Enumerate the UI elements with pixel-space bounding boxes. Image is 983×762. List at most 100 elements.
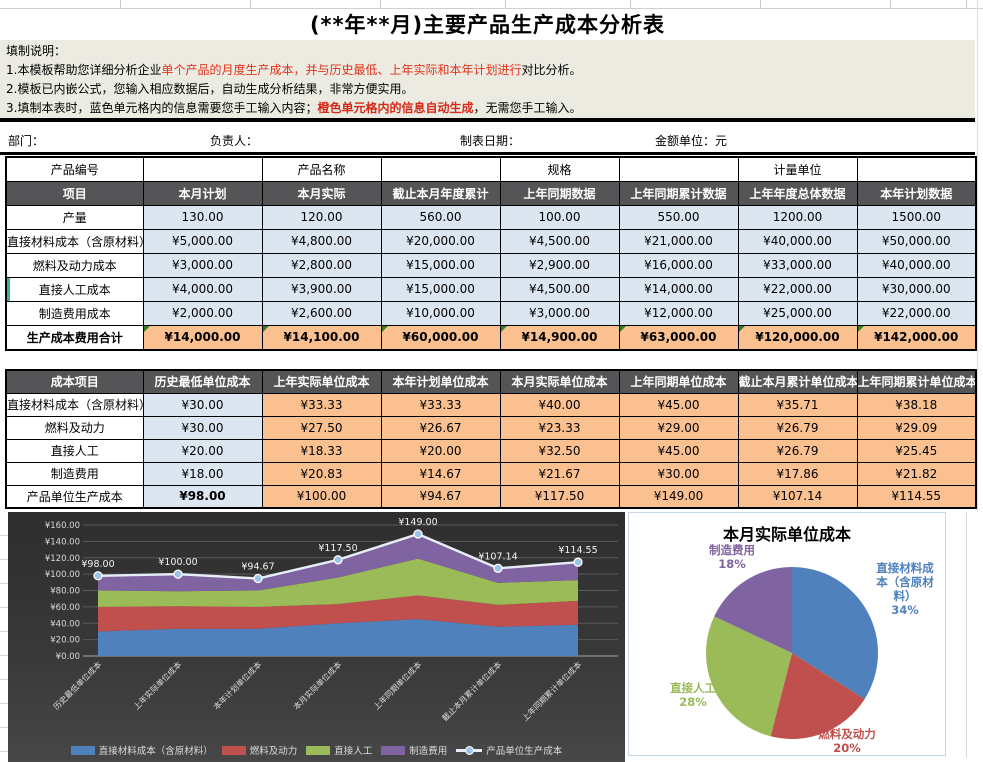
value-cell[interactable]: ¥22,000.00 [856, 300, 977, 326]
value-cell[interactable]: ¥4,500.00 [499, 276, 620, 302]
value-cell[interactable]: ¥22,000.00 [737, 276, 858, 302]
manager-label[interactable]: 负责人： [210, 134, 259, 148]
value-cell[interactable]: ¥20.00 [380, 438, 501, 463]
value-cell[interactable]: 1200.00 [737, 204, 858, 230]
value-cell[interactable]: ¥14,000.00 [142, 324, 263, 351]
value-cell[interactable]: ¥30.00 [142, 392, 263, 417]
value-cell[interactable]: ¥25,000.00 [737, 300, 858, 326]
value-cell[interactable]: ¥45.00 [618, 438, 739, 463]
value-cell[interactable]: ¥17.86 [737, 461, 858, 486]
value-cell[interactable]: ¥32.50 [499, 438, 620, 463]
data-label: ¥94.67 [241, 561, 274, 572]
value-cell[interactable]: ¥142,000.00 [856, 324, 977, 351]
value-cell[interactable]: ¥98.00 [142, 484, 263, 509]
pie-slice-label: 直接材料成 本（含原材 料） 34% [876, 561, 934, 617]
unit-cost-area-chart[interactable]: ¥160.00 ¥140.00 ¥120.00 ¥100.00 ¥80.00 ¥60.00… [8, 512, 625, 762]
value-cell[interactable]: 120.00 [261, 204, 382, 230]
value-cell[interactable]: ¥14,900.00 [499, 324, 620, 351]
value-cell[interactable]: ¥114.55 [856, 484, 977, 509]
value-cell[interactable]: ¥18.33 [261, 438, 382, 463]
column-header: 成本项目 [5, 369, 144, 394]
row-label: 制造费用成本 [5, 300, 144, 326]
value-cell[interactable]: ¥23.33 [499, 415, 620, 440]
value-cell[interactable]: ¥2,600.00 [261, 300, 382, 326]
legend-label: 燃料及动力 [249, 746, 298, 757]
area-chart-legend: 直接材料成本（含原材料） 燃料及动力 直接人工 制造费用 产品单位生产成本 [8, 743, 625, 757]
value-cell[interactable]: ¥3,000.00 [142, 252, 263, 278]
value-cell[interactable]: ¥14,100.00 [261, 324, 382, 351]
value-cell[interactable]: ¥5,000.00 [142, 228, 263, 254]
y-axis-tick-label: ¥0.00 [56, 652, 80, 662]
field-input-cell[interactable] [142, 156, 263, 182]
value-cell[interactable]: ¥21,000.00 [618, 228, 739, 254]
value-cell[interactable]: ¥14.67 [380, 461, 501, 486]
value-cell[interactable]: ¥15,000.00 [380, 252, 501, 278]
area-chart-canvas: ¥160.00 ¥140.00 ¥120.00 ¥100.00 ¥80.00 ¥60.00… [45, 517, 618, 723]
value-cell[interactable]: ¥4,000.00 [142, 276, 263, 302]
value-cell[interactable]: ¥40,000.00 [737, 228, 858, 254]
value-cell[interactable]: ¥2,900.00 [499, 252, 620, 278]
value-cell[interactable]: ¥21.67 [499, 461, 620, 486]
value-cell[interactable]: ¥10,000.00 [380, 300, 501, 326]
value-cell[interactable]: ¥33.33 [380, 392, 501, 417]
value-cell[interactable]: ¥30.00 [142, 415, 263, 440]
department-label[interactable]: 部门： [8, 134, 45, 148]
value-cell[interactable]: ¥40,000.00 [856, 252, 977, 278]
value-cell[interactable]: ¥3,000.00 [499, 300, 620, 326]
unit-cost-pie-chart[interactable]: 本月实际单位成本 直接材料成 本（含原材 料） 34% 燃料及动力 20% 直接人工 28% 制… [628, 512, 946, 756]
value-cell[interactable]: ¥107.14 [737, 484, 858, 509]
value-cell[interactable]: ¥2,800.00 [261, 252, 382, 278]
value-cell[interactable]: ¥63,000.00 [618, 324, 739, 351]
value-cell[interactable]: ¥20.00 [142, 438, 263, 463]
value-cell[interactable]: ¥33.33 [261, 392, 382, 417]
pie-chart-title: 本月实际单位成本 [722, 525, 851, 544]
value-cell[interactable]: ¥21.82 [856, 461, 977, 486]
y-axis-tick-label: ¥120.00 [45, 554, 80, 564]
date-label[interactable]: 制表日期： [460, 134, 521, 148]
value-cell[interactable]: 550.00 [618, 204, 739, 230]
value-cell[interactable]: ¥30.00 [618, 461, 739, 486]
value-cell[interactable]: ¥94.67 [380, 484, 501, 509]
value-cell[interactable]: ¥26.79 [737, 415, 858, 440]
table-row: 产品单位生产成本 ¥98.00 ¥100.00 ¥94.67 ¥117.50 ¥149.0… [5, 484, 977, 509]
value-cell[interactable]: ¥4,800.00 [261, 228, 382, 254]
value-cell[interactable]: ¥26.67 [380, 415, 501, 440]
value-cell[interactable]: ¥50,000.00 [856, 228, 977, 254]
value-cell[interactable]: ¥15,000.00 [380, 276, 501, 302]
value-cell[interactable]: ¥4,500.00 [499, 228, 620, 254]
field-input-cell[interactable] [856, 156, 977, 182]
field-input-cell[interactable] [380, 156, 501, 182]
value-cell[interactable]: ¥35.71 [737, 392, 858, 417]
value-cell[interactable]: ¥27.50 [261, 415, 382, 440]
value-cell[interactable]: ¥12,000.00 [618, 300, 739, 326]
value-cell[interactable]: 1500.00 [856, 204, 977, 230]
data-point-marker [253, 573, 263, 584]
value-cell[interactable]: ¥16,000.00 [618, 252, 739, 278]
value-cell[interactable]: ¥30,000.00 [856, 276, 977, 302]
value-cell[interactable]: ¥29.00 [618, 415, 739, 440]
value-cell[interactable]: ¥149.00 [618, 484, 739, 509]
value-cell[interactable]: ¥14,000.00 [618, 276, 739, 302]
value-cell[interactable]: ¥100.00 [261, 484, 382, 509]
value-cell[interactable]: ¥29.09 [856, 415, 977, 440]
value-cell[interactable]: ¥20.83 [261, 461, 382, 486]
value-cell[interactable]: ¥2,000.00 [142, 300, 263, 326]
value-cell[interactable]: ¥25.45 [856, 438, 977, 463]
value-cell[interactable]: ¥120,000.00 [737, 324, 858, 351]
data-point-marker [493, 563, 503, 573]
value-cell[interactable]: ¥33,000.00 [737, 252, 858, 278]
value-cell[interactable]: 130.00 [142, 204, 263, 230]
value-cell[interactable]: ¥18.00 [142, 461, 263, 486]
field-input-cell[interactable] [618, 156, 739, 182]
value-cell[interactable]: ¥117.50 [499, 484, 620, 509]
value-cell[interactable]: ¥40.00 [499, 392, 620, 417]
value-cell[interactable]: ¥3,900.00 [261, 276, 382, 302]
value-cell[interactable]: ¥20,000.00 [380, 228, 501, 254]
value-cell[interactable]: ¥38.18 [856, 392, 977, 417]
value-cell[interactable]: 100.00 [499, 204, 620, 230]
value-cell[interactable]: ¥26.79 [737, 438, 858, 463]
legend-label: 制造费用 [409, 746, 448, 757]
value-cell[interactable]: ¥60,000.00 [380, 324, 501, 351]
value-cell[interactable]: 560.00 [380, 204, 501, 230]
value-cell[interactable]: ¥45.00 [618, 392, 739, 417]
